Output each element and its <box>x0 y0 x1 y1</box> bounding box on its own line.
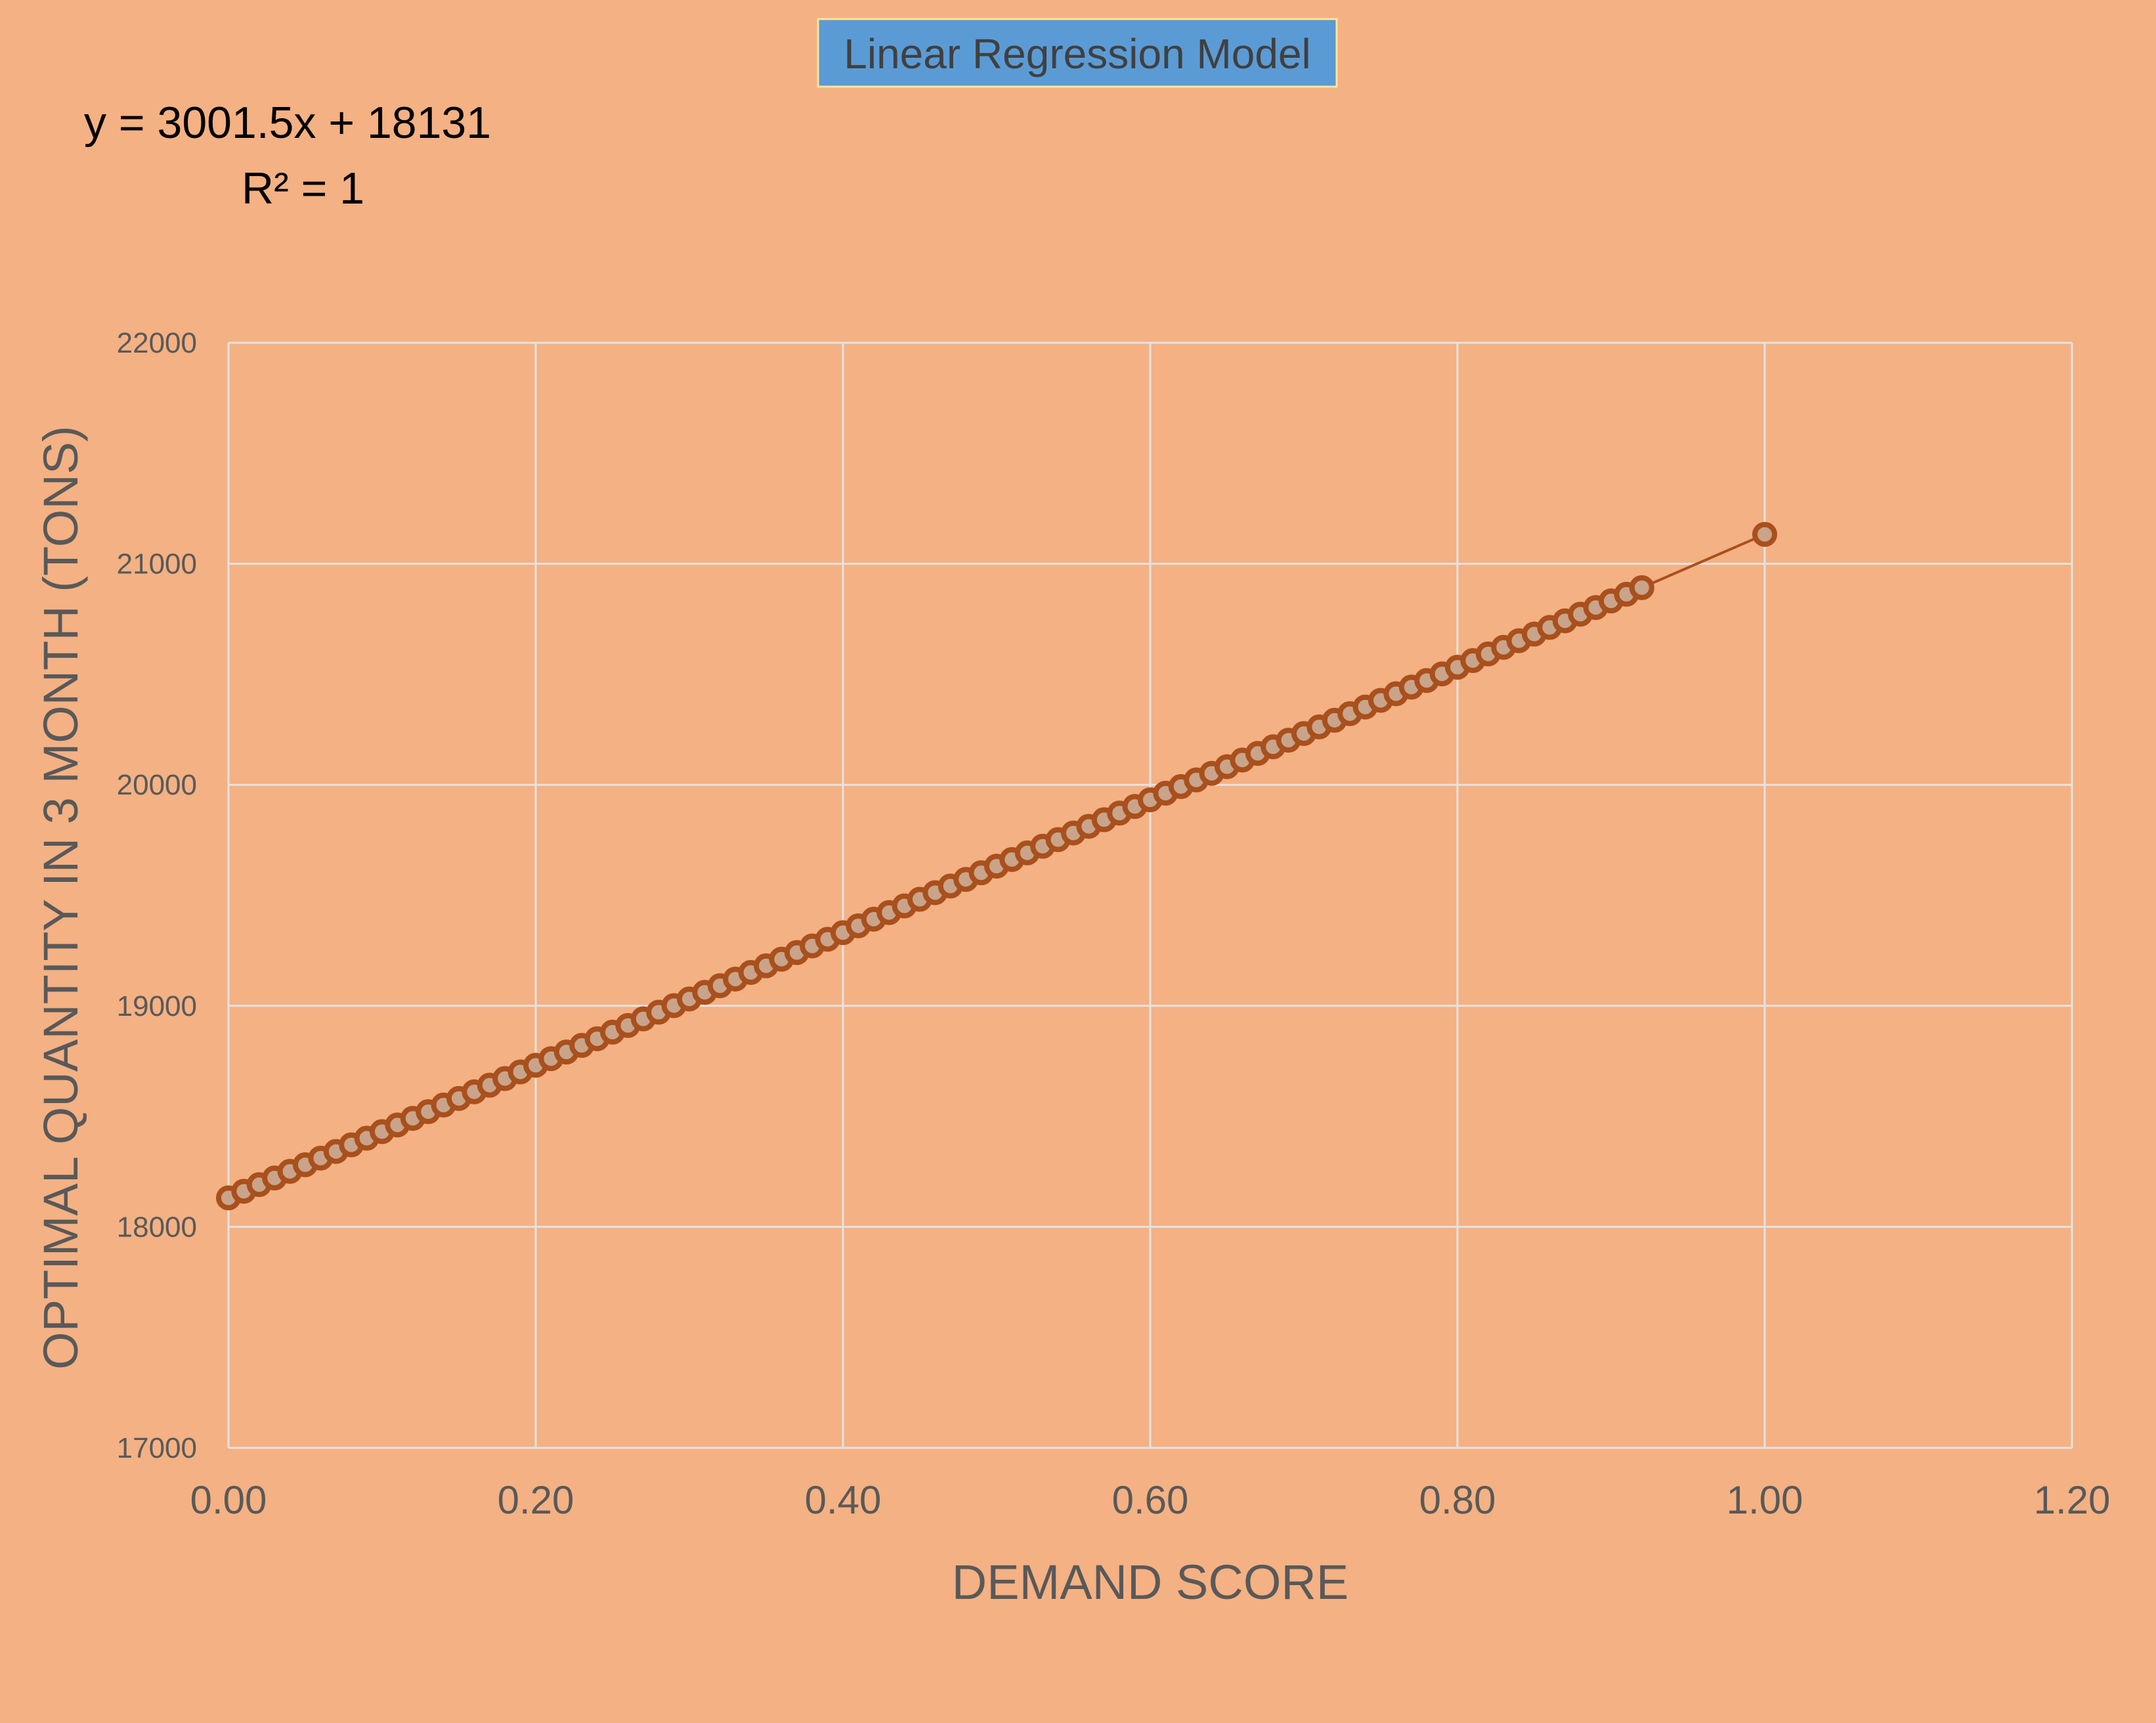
y-tick-label: 19000 <box>117 990 197 1022</box>
y-tick-label: 18000 <box>117 1211 197 1243</box>
gridlines <box>227 341 2073 1449</box>
y-axis-ticks: 17000 18000 19000 20000 21000 22000 <box>117 327 197 1464</box>
data-point <box>1629 575 1654 600</box>
y-axis-title: OPTIMAL QUANTITY IN 3 MONTH (TONS) <box>33 425 88 1370</box>
x-tick-label: 0.80 <box>1419 1478 1496 1522</box>
x-tick-label: 0.40 <box>805 1478 882 1522</box>
trendline-r-squared: R² = 1 <box>242 164 364 213</box>
x-axis-title: DEMAND SCORE <box>952 1555 1348 1609</box>
y-tick-label: 21000 <box>117 548 197 580</box>
chart-title: Linear Regression Model <box>844 30 1311 77</box>
y-tick-label: 20000 <box>117 769 197 801</box>
y-tick-label: 22000 <box>117 327 197 359</box>
x-axis-ticks: 0.00 0.20 0.40 0.60 0.80 1.00 1.20 <box>190 1478 2111 1522</box>
data-point <box>1752 521 1777 547</box>
x-tick-label: 0.20 <box>498 1478 574 1522</box>
x-tick-label: 0.00 <box>190 1478 267 1522</box>
x-tick-label: 1.00 <box>1727 1478 1803 1522</box>
y-tick-label: 17000 <box>117 1432 197 1464</box>
x-tick-label: 1.20 <box>2034 1478 2111 1522</box>
series-layer <box>216 521 1777 1211</box>
chart-title-box <box>817 18 1338 88</box>
x-tick-label: 0.60 <box>1112 1478 1189 1522</box>
trendline-equation: y = 3001.5x + 18131 <box>84 98 491 148</box>
